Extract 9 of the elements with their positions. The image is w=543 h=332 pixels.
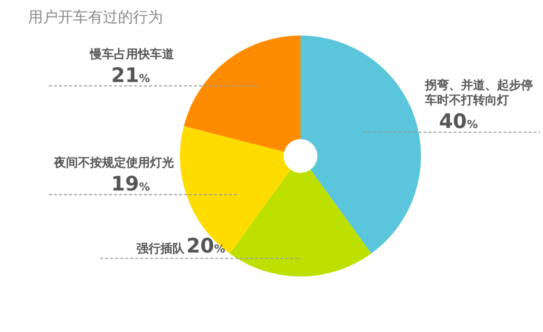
chart-title: 用户开车有过的行为 [28, 8, 163, 27]
data-label: 21% [111, 62, 150, 87]
slice-label: 拐弯、并道、起步停车时不打转向灯 [424, 78, 533, 108]
data-label: 19% [111, 172, 150, 196]
slice-label: 慢车占用快车道 [89, 46, 175, 61]
data-label: 40% [439, 109, 478, 134]
data-label: 20% [186, 233, 226, 258]
slice-label: 强行插队 [136, 241, 186, 256]
slice-label: 夜间不按规定使用灯光 [53, 156, 174, 170]
